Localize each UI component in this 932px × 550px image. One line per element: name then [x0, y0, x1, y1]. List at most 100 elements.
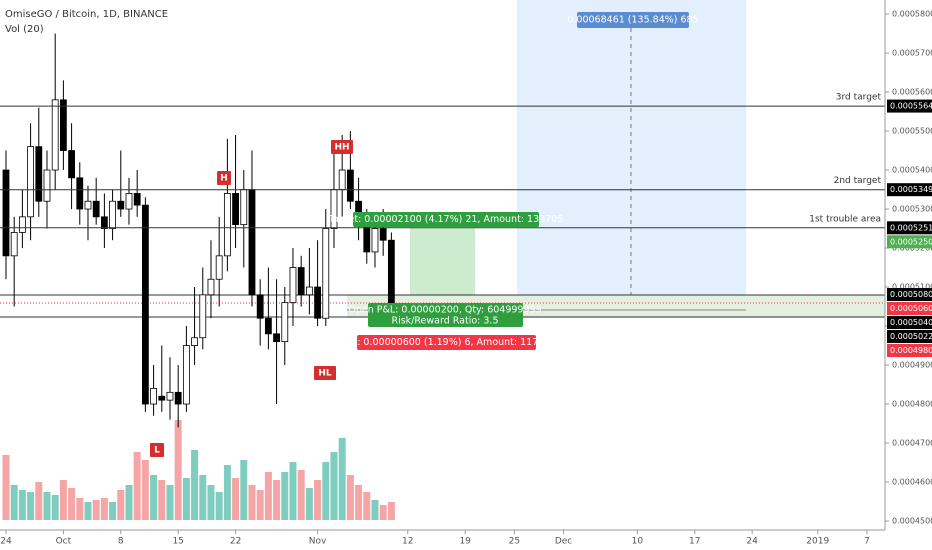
- volume-bar: [297, 470, 305, 520]
- x-tick-label: 24: [0, 537, 12, 547]
- candle-body: [150, 388, 157, 405]
- candle-body: [92, 200, 100, 218]
- volume-bar: [158, 480, 166, 520]
- price-badge: [887, 99, 932, 113]
- candle-body: [207, 278, 215, 296]
- candle-body: [256, 294, 264, 319]
- volume-bar: [166, 485, 174, 520]
- y-tick-label: 0.00055000: [892, 127, 932, 136]
- candle-body: [68, 150, 75, 179]
- x-tick-label: 12: [402, 537, 413, 547]
- volume-bar: [51, 495, 59, 520]
- projection-zone: [517, 0, 746, 310]
- volume-bar: [18, 490, 26, 520]
- volume-bar: [59, 480, 67, 520]
- volume-bar: [346, 475, 354, 520]
- target-label: 2nd target: [834, 176, 882, 186]
- volume-bar: [100, 498, 108, 520]
- projection-text: 0.00068461 (135.84%) 685: [567, 15, 698, 26]
- volume-bar: [223, 465, 231, 520]
- volume-bar: [174, 420, 182, 520]
- candle-body: [371, 228, 379, 253]
- x-tick-label: 2019: [806, 537, 829, 547]
- volume-bar: [2, 455, 10, 520]
- volume-bar: [76, 498, 84, 520]
- x-tick-label: Dec: [555, 537, 572, 547]
- volume-layer: [2, 420, 395, 520]
- volume-bar: [182, 478, 190, 520]
- volume-title: Vol (20): [5, 24, 44, 35]
- volume-bar: [35, 482, 43, 520]
- y-tick-label: 0.00047000: [892, 439, 932, 448]
- volume-bar: [84, 502, 92, 520]
- candle-body: [51, 99, 59, 171]
- x-tick-label: 17: [689, 537, 700, 547]
- x-tick-label: 25: [509, 537, 520, 547]
- volume-bar: [289, 462, 297, 520]
- price-badge: [887, 183, 932, 197]
- candle-body: [18, 216, 26, 233]
- volume-bar: [117, 490, 125, 520]
- pivot-badge: [331, 140, 353, 154]
- stop-box: [357, 335, 536, 350]
- x-tick-label: 22: [230, 537, 241, 547]
- pivot-badge: [314, 366, 336, 380]
- candle-body: [232, 193, 239, 226]
- profit-zone: [410, 228, 475, 295]
- x-tick-label: 15: [172, 537, 183, 547]
- chart-title: OmiseGO / Bitcoin, 1D, BINANCE: [5, 9, 168, 20]
- candle-body: [273, 333, 280, 343]
- price-badge-label: 0.00050223: [890, 332, 932, 341]
- candle-body: [109, 200, 116, 229]
- price-badge: [887, 330, 932, 344]
- pivot-label: L: [154, 446, 160, 456]
- x-tick-label: 19: [459, 537, 471, 547]
- candle-body: [305, 286, 313, 296]
- volume-bar: [338, 438, 346, 520]
- candle-body: [133, 193, 141, 206]
- volume-bar: [43, 492, 51, 520]
- candle-body: [10, 232, 18, 257]
- volume-bar: [281, 472, 289, 520]
- candle-body: [2, 169, 10, 257]
- candle-body: [387, 239, 395, 304]
- pivot-label: H: [220, 174, 228, 184]
- candle-body: [281, 302, 289, 343]
- candle-body: [100, 216, 108, 229]
- volume-bar: [68, 488, 76, 520]
- volume-bar: [199, 475, 207, 520]
- volume-bar: [125, 485, 133, 520]
- y-tick-label: 0.00048000: [892, 400, 932, 409]
- volume-bar: [387, 502, 395, 520]
- pivot-badge: [150, 443, 164, 457]
- candle-body: [346, 169, 354, 202]
- volume-bar: [207, 485, 215, 520]
- candle-body: [125, 193, 133, 210]
- candle-body: [264, 317, 272, 335]
- y-tick-label: 0.00046000: [892, 478, 932, 487]
- volume-bar: [150, 475, 158, 520]
- candle-body: [289, 267, 297, 304]
- candle-body: [27, 146, 34, 218]
- volume-bar: [256, 490, 264, 520]
- candle-body: [174, 391, 182, 405]
- volume-bar: [371, 500, 379, 520]
- candle-body: [338, 169, 346, 190]
- x-tick-label: 8: [118, 537, 124, 547]
- volume-bar: [330, 452, 338, 520]
- volume-bar: [240, 460, 248, 520]
- projection-box: [577, 12, 689, 28]
- volume-bar: [322, 462, 330, 520]
- candle-body: [35, 146, 43, 202]
- y-tick-label: 0.00056000: [892, 88, 932, 97]
- volume-bar: [133, 452, 141, 520]
- x-tick-label: 24: [746, 537, 758, 547]
- candle-body: [84, 200, 92, 210]
- price-badge: [887, 288, 932, 302]
- y-tick-label: 0.00057000: [892, 49, 932, 58]
